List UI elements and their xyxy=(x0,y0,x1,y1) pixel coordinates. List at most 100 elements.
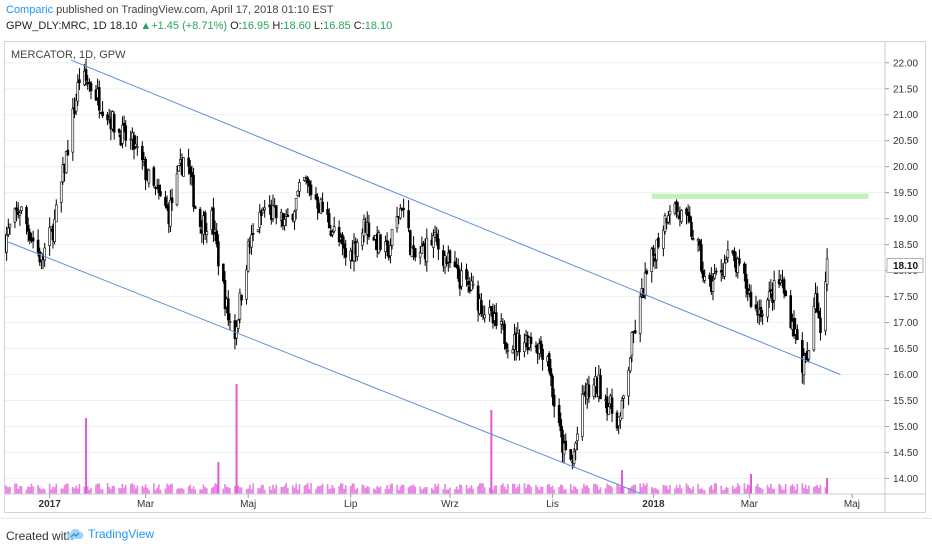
candle-body xyxy=(696,239,700,242)
volume-bar xyxy=(697,483,699,494)
volume-bar xyxy=(83,486,86,494)
price-tick-label: 17.50 xyxy=(893,292,918,303)
volume-bar xyxy=(667,489,670,494)
volume-bar xyxy=(725,487,728,494)
volume-bar xyxy=(692,486,694,494)
volume-bar xyxy=(339,483,342,494)
volume-bar xyxy=(328,489,331,494)
volume-bar xyxy=(488,487,491,494)
volume-bar xyxy=(596,485,598,494)
candle-body xyxy=(657,237,660,248)
candle-body xyxy=(25,207,28,225)
candle-body xyxy=(471,283,475,286)
price-tick-label: 19.00 xyxy=(893,214,918,225)
candle-body xyxy=(101,111,104,117)
volume-bar xyxy=(644,485,646,494)
candle-body xyxy=(407,210,410,229)
candle-body xyxy=(217,241,220,267)
volume-bar xyxy=(607,484,610,494)
volume-bar xyxy=(703,489,706,494)
candle-body xyxy=(719,270,723,273)
candle-body xyxy=(147,169,151,184)
volume-bar xyxy=(321,483,324,494)
volume-bar xyxy=(583,483,585,494)
candle-body xyxy=(157,184,161,194)
candle-body xyxy=(271,205,275,219)
open-value: 16.95 xyxy=(241,20,270,32)
volume-bar xyxy=(564,489,567,494)
candle-body xyxy=(112,114,116,133)
volume-bar xyxy=(516,486,519,494)
volume-bar xyxy=(598,489,600,494)
volume-bar xyxy=(550,487,552,494)
time-axis[interactable]: 2017 Mar Maj Lip Wrz Lis 2018 Mar Maj xyxy=(5,493,925,510)
price-axis[interactable]: 14.00 14.50 15.00 15.50 16.00 16.50 17.00 17.50… xyxy=(884,42,924,512)
volume-bar xyxy=(526,484,529,494)
volume-bar xyxy=(723,489,726,494)
volume-bar xyxy=(708,486,711,494)
candle-body xyxy=(152,167,156,186)
volume-bar xyxy=(662,484,665,494)
candle-body xyxy=(203,212,207,233)
volume-bar xyxy=(505,489,508,494)
volume-bar xyxy=(189,484,192,494)
volume-bar xyxy=(422,488,425,494)
chart-panel[interactable]: 14.00 14.50 15.00 15.50 16.00 16.50 17.00 17.50… xyxy=(4,41,926,513)
candle-body xyxy=(258,212,262,228)
time-tick-label: Lip xyxy=(344,499,358,510)
volume-bar xyxy=(268,486,271,494)
volume-bar xyxy=(502,483,504,494)
candle-body xyxy=(192,174,195,208)
author-link[interactable]: Comparic xyxy=(6,4,54,16)
tradingview-cloud-icon xyxy=(67,528,84,539)
volume-bar xyxy=(146,487,149,494)
candle-body xyxy=(490,306,493,312)
candle-body xyxy=(316,196,319,209)
candle-body xyxy=(686,211,690,216)
volume-bar xyxy=(156,487,158,494)
volume-bar xyxy=(283,485,286,494)
up-arrow-icon: ▲ xyxy=(140,20,152,32)
volume-bar xyxy=(639,483,641,494)
volume-bar xyxy=(141,486,144,494)
tradingview-link[interactable]: TradingView xyxy=(66,527,154,541)
volume-bar xyxy=(546,484,549,494)
volume-bar xyxy=(492,489,494,494)
candle-body xyxy=(293,211,296,222)
volume-bar xyxy=(164,488,167,494)
candle-body xyxy=(245,269,248,300)
candle-body xyxy=(744,273,748,289)
price-tick-label: 18.50 xyxy=(893,240,918,251)
volume-bar xyxy=(113,486,115,494)
volume-bar xyxy=(756,483,759,494)
grid-lines xyxy=(5,62,885,479)
volume-bar xyxy=(15,483,18,494)
volume-bar xyxy=(766,484,769,494)
volume-bar xyxy=(768,487,771,494)
volume-bar xyxy=(20,486,23,494)
volume-bar xyxy=(712,489,714,494)
candle-body xyxy=(685,208,688,215)
open-label: O: xyxy=(230,20,242,32)
volume-bar xyxy=(460,485,463,494)
price-change: +1.45 (+8.71%) xyxy=(151,20,228,32)
volume-bar xyxy=(515,488,517,494)
candle-body xyxy=(504,342,508,349)
volume-bar xyxy=(414,486,417,494)
candle-body xyxy=(134,143,137,147)
resistance-zone-rect xyxy=(651,193,869,199)
volume-bar xyxy=(513,484,516,494)
volume-bar xyxy=(588,488,590,494)
volume-bar xyxy=(27,486,29,494)
candle-body xyxy=(413,248,417,258)
volume-bar xyxy=(167,485,170,494)
volume-bar xyxy=(263,489,266,494)
candle-body xyxy=(250,234,253,248)
candle-body xyxy=(557,405,561,423)
candle-body xyxy=(298,182,301,192)
price-chart[interactable]: 14.00 14.50 15.00 15.50 16.00 16.50 17.00 17.50… xyxy=(5,42,925,512)
volume-bar xyxy=(308,488,311,494)
volume-bar xyxy=(761,488,764,494)
volume-bar xyxy=(586,485,589,494)
volume-bar xyxy=(675,485,678,494)
